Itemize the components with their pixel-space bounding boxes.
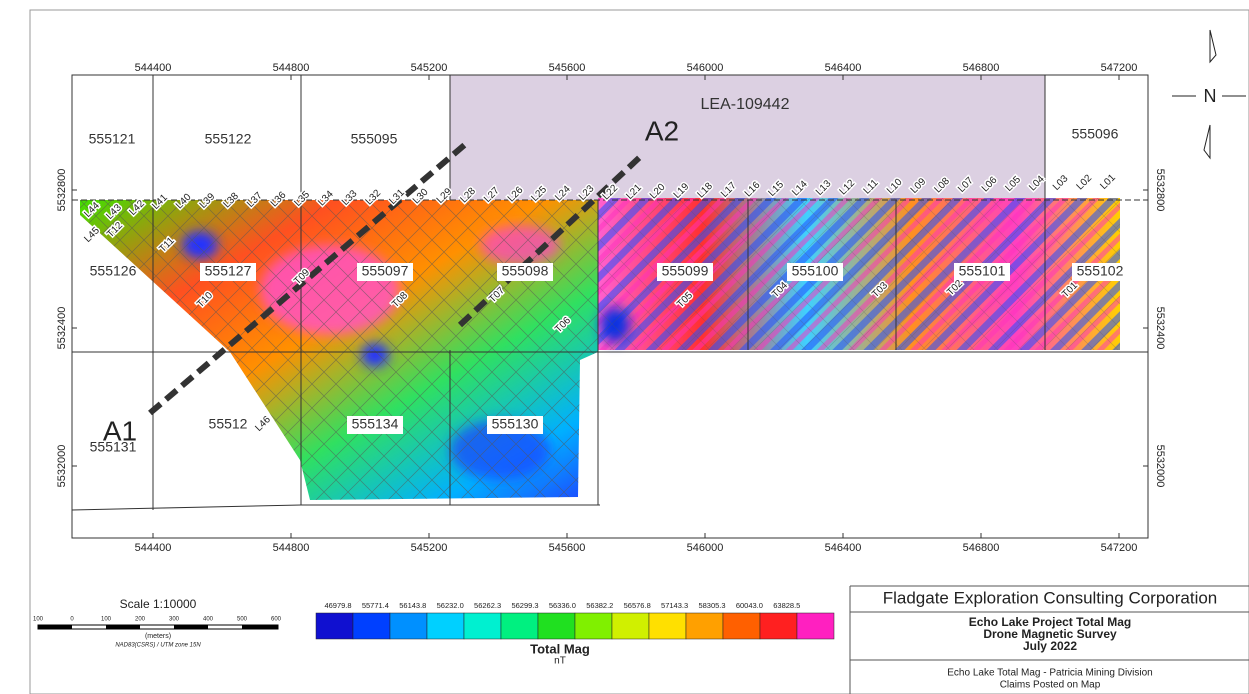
- legend-value: 46979.8: [324, 601, 351, 610]
- scale-tick: 300: [169, 617, 180, 623]
- line-label: L02: [1075, 173, 1095, 193]
- section-label: A1: [103, 415, 137, 446]
- legend-swatch: [316, 613, 353, 639]
- claim-label: 555100: [792, 263, 839, 279]
- easting-label: 544400: [135, 62, 172, 74]
- scale-tick: 400: [203, 617, 214, 623]
- claim-label: 555102: [1077, 263, 1124, 279]
- claim-label: 55512: [209, 416, 248, 432]
- scale-tick: 0: [70, 617, 74, 623]
- legend-value: 57143.3: [661, 601, 688, 610]
- northing-label: 5532800: [1154, 169, 1166, 212]
- claim-label: 555121: [89, 131, 136, 147]
- scale-projection: NAD83(CSRS) / UTM zone 15N: [115, 643, 201, 649]
- footer-line: Echo Lake Total Mag - Patricia Mining Di…: [947, 668, 1152, 679]
- claim-label: 555130: [492, 416, 539, 432]
- legend-swatch: [538, 613, 575, 639]
- claim-label: 555096: [1072, 126, 1119, 142]
- scale-unit: (meters): [145, 633, 171, 640]
- scale-tick: 100: [101, 617, 112, 623]
- legend-value: 63828.5: [773, 601, 800, 610]
- scale-tick: 200: [135, 617, 146, 623]
- claim-label: 555095: [351, 131, 398, 147]
- easting-label: 545600: [549, 62, 586, 74]
- legend-swatch: [649, 613, 686, 639]
- legend-swatch: [723, 613, 760, 639]
- easting-label: 545200: [411, 62, 448, 74]
- legend-swatch: [686, 613, 723, 639]
- legend-unit: nT: [554, 656, 566, 667]
- legend-value: 56382.2: [586, 601, 613, 610]
- claim-label: 555097: [362, 263, 409, 279]
- claim-label: 555122: [205, 131, 252, 147]
- legend-value: 55771.4: [362, 601, 389, 610]
- legend-swatch: [612, 613, 649, 639]
- easting-label: 544800: [273, 62, 310, 74]
- lease-label: LEA-109442: [701, 96, 790, 113]
- northing-label: 5532400: [1154, 307, 1166, 350]
- scale-bar-graphic: [38, 625, 278, 629]
- section-label: A2: [645, 115, 679, 146]
- legend-value: 60043.0: [736, 601, 763, 610]
- north-label: N: [1204, 86, 1217, 106]
- legend-value: 56576.8: [624, 601, 651, 610]
- legend-swatch: [390, 613, 427, 639]
- easting-label: 546800: [963, 62, 1000, 74]
- scale-tick: 500: [237, 617, 248, 623]
- claim-label: 555127: [205, 263, 252, 279]
- easting-label: 547200: [1101, 542, 1138, 554]
- claim-label: 555134: [352, 416, 399, 432]
- easting-label: 545600: [549, 542, 586, 554]
- northing-label: 5532000: [1154, 445, 1166, 488]
- northing-label: 5532800: [56, 169, 68, 212]
- easting-label: 545200: [411, 542, 448, 554]
- easting-label: 546000: [687, 62, 724, 74]
- claim-label: 555126: [90, 263, 137, 279]
- northing-label: 5532000: [56, 445, 68, 488]
- legend-value: 56336.0: [549, 601, 576, 610]
- company-name: Fladgate Exploration Consulting Corporat…: [883, 588, 1218, 607]
- scale-tick: 100: [33, 617, 44, 623]
- legend-swatch: [427, 613, 464, 639]
- northing-label: 5532400: [56, 307, 68, 350]
- easting-label: 546400: [825, 62, 862, 74]
- line-label: L03: [1051, 173, 1071, 193]
- legend-title: Total Mag: [530, 641, 590, 656]
- scale-tick: 600: [271, 617, 282, 623]
- legend-swatch: [464, 613, 501, 639]
- claim-label: 555099: [662, 263, 709, 279]
- legend-value: 58305.3: [698, 601, 725, 610]
- easting-label: 544800: [273, 542, 310, 554]
- claim-label: 555098: [502, 263, 549, 279]
- easting-label: 547200: [1101, 62, 1138, 74]
- legend-swatch: [353, 613, 390, 639]
- footer-line: Claims Posted on Map: [1000, 680, 1101, 691]
- title-line: July 2022: [1023, 639, 1077, 653]
- legend-value: 56143.8: [399, 601, 426, 610]
- scale-title: Scale 1:10000: [120, 597, 197, 611]
- easting-label: 544400: [135, 542, 172, 554]
- map-page: 544400 544400 544800 544800 545200 545200 5456…: [0, 0, 1249, 694]
- claim-label: 555101: [959, 263, 1006, 279]
- easting-label: 546800: [963, 542, 1000, 554]
- easting-label: 546000: [687, 542, 724, 554]
- legend-swatch: [797, 613, 834, 639]
- legend-swatch: [501, 613, 538, 639]
- mag-image: [80, 198, 1120, 500]
- legend-value: 56262.3: [474, 601, 501, 610]
- legend-value: 56299.3: [511, 601, 538, 610]
- line-label: L01: [1098, 172, 1118, 192]
- line-label: L46: [253, 414, 273, 434]
- lease-area: [450, 75, 1045, 200]
- easting-label: 546400: [825, 542, 862, 554]
- legend-value: 56232.0: [437, 601, 464, 610]
- legend-swatch: [575, 613, 612, 639]
- legend-swatch: [760, 613, 797, 639]
